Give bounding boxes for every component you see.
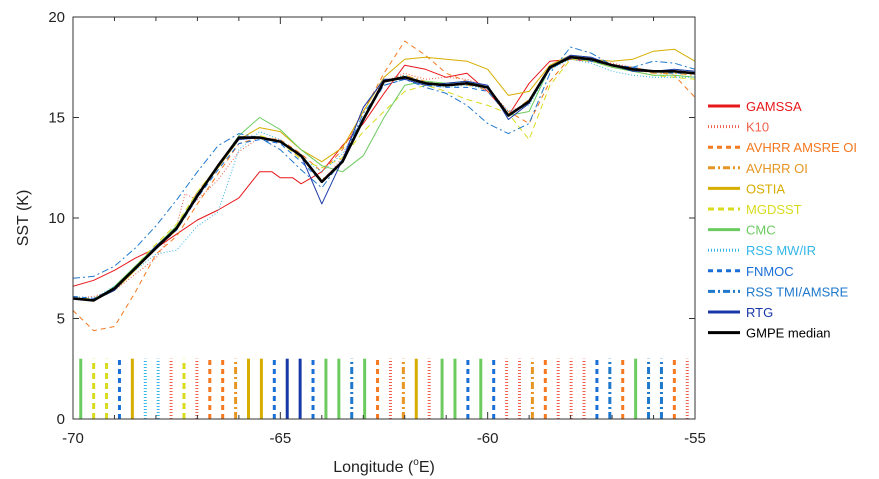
legend-label: RSS MW/IR: [746, 243, 816, 258]
legend: GAMSSA K10 AVHRR AMSRE OI AVHRR OI OSTIA MGDS…: [708, 99, 857, 341]
y-tick-label: 5: [57, 311, 65, 328]
series-line: [73, 55, 695, 302]
legend-label: GMPE median: [746, 326, 831, 341]
y-axis-ticks: 0 5 10 15 20: [48, 9, 695, 428]
legend-label: FNMOC: [746, 264, 794, 279]
x-axis-ticks: -70 -65 -60 -55: [62, 17, 706, 447]
legend-label: OSTIA: [746, 181, 785, 196]
legend-label: GAMSSA: [746, 99, 802, 114]
x-axis-label: Longitude (oE): [333, 457, 435, 476]
legend-label: K10: [746, 120, 769, 135]
series-line: [73, 48, 695, 301]
series-line: [73, 56, 695, 299]
legend-label: CMC: [746, 223, 776, 238]
legend-label: AVHRR AMSRE OI: [746, 140, 857, 155]
series-line: [73, 56, 695, 299]
legend-label: RSS TMI/AMSRE: [746, 284, 849, 299]
x-axis-label-degree: o: [413, 457, 419, 468]
legend-label: RTG: [746, 305, 773, 320]
data-source-bars: [79, 358, 689, 419]
x-tick-label: -60: [477, 430, 499, 447]
x-tick-label: -55: [684, 430, 706, 447]
legend-label: MGDSST: [746, 202, 802, 217]
series-line: [73, 46, 695, 279]
series-line: [73, 54, 695, 301]
y-axis-label: SST (K): [15, 190, 32, 247]
series-lines: [73, 40, 695, 332]
y-tick-label: 0: [57, 411, 65, 428]
x-axis-label-main: Longitude (: [333, 459, 414, 476]
series-line: [73, 58, 695, 287]
series-line: [73, 58, 695, 299]
y-tick-label: 20: [48, 9, 65, 26]
x-axis-label-tail: E): [419, 459, 435, 476]
series-line: [73, 58, 695, 299]
x-tick-label: -65: [269, 430, 291, 447]
x-tick-label: -70: [62, 430, 84, 447]
legend-label: AVHRR OI: [746, 161, 808, 176]
y-tick-label: 15: [48, 110, 65, 127]
y-tick-label: 10: [48, 210, 65, 227]
series-line: [73, 40, 695, 332]
